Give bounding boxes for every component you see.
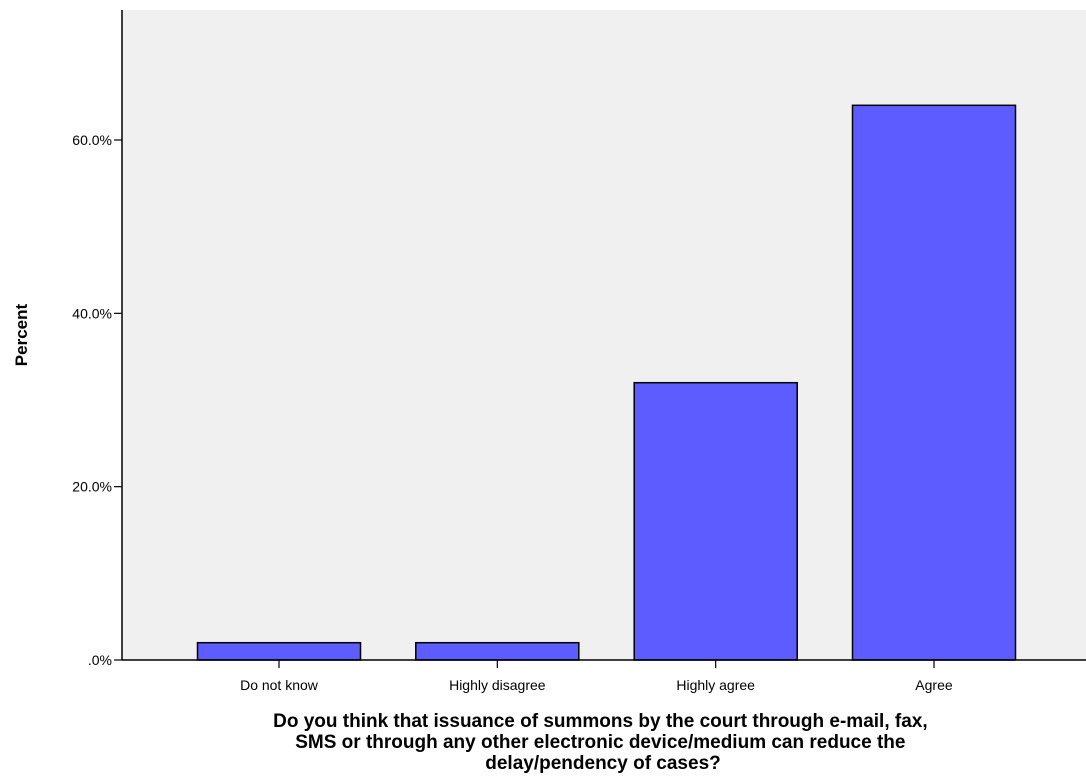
x-axis-label-line-2: SMS or through any other electronic devi…	[295, 732, 905, 753]
y-axis: .0% 20.0% 40.0% 60.0%	[72, 10, 123, 668]
y-tick-label: .0%	[88, 652, 112, 668]
bar-highly-agree	[633, 381, 798, 661]
x-axis-label-line-1: Do you think that issuance of summons by…	[273, 711, 928, 732]
x-tick-label: Highly agree	[676, 677, 755, 693]
x-axis-label-line-3: delay/pendency of cases?	[485, 753, 721, 774]
bar-do-not-know	[196, 641, 362, 661]
y-tick-label: 40.0%	[72, 305, 112, 321]
y-tick-label: 20.0%	[72, 479, 112, 495]
x-axis-label: Do you think that issuance of summons by…	[273, 711, 933, 774]
x-tick-label: Agree	[915, 677, 953, 693]
x-axis: Do not know Highly disagree Highly agree Ag…	[122, 659, 1086, 693]
bars-group	[196, 104, 1017, 661]
x-tick-label: Highly disagree	[449, 677, 546, 693]
bar-agree	[851, 104, 1017, 661]
y-tick-label: 60.0%	[72, 132, 112, 148]
y-axis-label: Percent	[12, 303, 31, 366]
x-tick-label: Do not know	[240, 677, 319, 693]
bar-highly-disagree	[415, 641, 580, 661]
